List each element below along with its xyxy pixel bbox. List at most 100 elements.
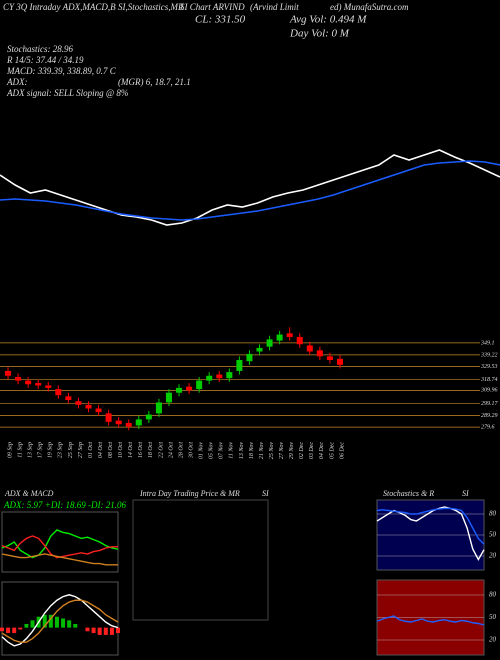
header-text: SI,Stochastics,MR — [118, 2, 184, 12]
header-text: ed) MunafaSutra.com — [330, 2, 409, 12]
y-tick-label: 309.96 — [480, 388, 498, 394]
x-tick-label: 19 Sep — [48, 442, 54, 458]
line-series — [1, 529, 119, 559]
candle-body — [206, 375, 213, 381]
x-tick-label: 25 Sep — [68, 442, 74, 458]
candle-body — [266, 339, 273, 347]
panel-border — [1, 581, 119, 656]
candle-body — [5, 370, 12, 376]
y-tick-label: 289.29 — [481, 413, 498, 419]
y-tick-label: 349.1 — [480, 339, 495, 346]
candle-body — [246, 353, 253, 362]
x-tick-label: 09 Sep — [7, 442, 13, 458]
candle-body — [176, 387, 183, 393]
candle-body — [276, 334, 283, 341]
candle-body — [75, 401, 82, 405]
histogram-bar — [42, 614, 47, 628]
line-series — [1, 553, 118, 566]
x-tick-label: 04 Oct — [97, 442, 104, 458]
candle-body — [256, 347, 263, 352]
candle-body — [226, 372, 233, 379]
x-tick-label: 27 Nov — [279, 442, 285, 460]
y-tick-label: 299.17 — [481, 401, 499, 407]
panel-title: ADX & MACD — [4, 489, 54, 498]
header-text: CY 3Q Intraday ADX,MACD,B — [3, 2, 116, 12]
macd-readout: MACD: 339.39, 338.89, 0.7 C — [6, 66, 117, 76]
x-tick-label: 21 Nov — [259, 442, 265, 460]
x-tick-label: 28 Oct — [178, 442, 184, 458]
adx-label: ADX: — [6, 77, 28, 87]
candle-body — [65, 396, 72, 400]
intraday-panel — [132, 499, 269, 621]
x-tick-label: 16 Oct — [138, 442, 144, 458]
line-series — [376, 507, 485, 545]
candle-body — [186, 386, 193, 391]
candle-body — [35, 383, 42, 386]
y-tick-label: 80 — [489, 510, 497, 518]
y-tick-label: 20 — [489, 552, 497, 560]
x-tick-label: 05 Nov — [209, 442, 215, 460]
x-tick-label: 06 Dec — [339, 442, 345, 459]
histogram-bar — [116, 627, 120, 634]
histogram-bar — [103, 627, 108, 635]
histogram-bar — [18, 627, 23, 630]
candle-body — [296, 336, 303, 345]
histogram-bar — [85, 627, 90, 632]
adx-signal: ADX signal: SELL Sloping @ 8% — [6, 88, 128, 98]
histogram-bar — [54, 616, 59, 628]
candle-body — [155, 402, 162, 414]
line-series — [1, 599, 119, 643]
candle-body — [125, 423, 132, 427]
line-series — [376, 615, 485, 626]
x-tick-label: 18 Nov — [249, 442, 255, 460]
x-tick-label: 27 Sep — [78, 442, 84, 458]
candle-body — [306, 345, 313, 352]
histogram-bar — [91, 627, 96, 634]
x-tick-label: 11 Nov — [229, 442, 235, 459]
x-tick-label: 07 Nov — [219, 442, 225, 460]
header-text: SI Chart ARVIND — [180, 2, 245, 12]
x-tick-label: 02 Dec — [299, 442, 305, 459]
avg-volume: Avg Vol: 0.494 M — [289, 14, 367, 26]
line-series — [0, 149, 500, 226]
day-volume: Day Vol: 0 M — [289, 28, 350, 40]
x-tick-label: 08 Oct — [108, 442, 114, 458]
y-tick-label: 318.74 — [480, 376, 498, 383]
histogram-bar — [12, 627, 17, 634]
x-tick-label: 11 Sep — [17, 442, 23, 458]
panel-title: Stochastics & R — [383, 489, 434, 498]
header-text: (Arvind Limit — [250, 2, 299, 12]
histogram-bar — [30, 620, 35, 628]
x-tick-label: 18 Oct — [148, 442, 154, 458]
x-tick-label: 05 Dec — [329, 442, 335, 459]
candle-body — [236, 360, 243, 371]
candle-body — [115, 420, 122, 425]
y-tick-label: 339.22 — [480, 352, 498, 358]
candle-body — [216, 374, 223, 379]
line-series — [1, 535, 118, 559]
candle-body — [95, 408, 102, 413]
y-tick-label: 50 — [489, 613, 497, 621]
candle-body — [286, 333, 293, 337]
histogram-bar — [67, 620, 72, 628]
panel-border — [1, 511, 119, 573]
y-tick-label: 329.53 — [480, 364, 498, 370]
x-tick-label: 01 Oct — [88, 442, 94, 458]
histogram-bar — [73, 623, 78, 628]
histogram-bar — [0, 627, 4, 632]
histogram-bar — [48, 614, 53, 628]
adx-readout: ADX: 5.97 +DI: 18.69 -DI: 21.06 — [3, 500, 127, 510]
histogram-bar — [109, 627, 114, 635]
histogram-bar — [24, 623, 29, 628]
y-tick-label: 279.6 — [481, 425, 495, 431]
histogram-bar — [61, 618, 66, 628]
panel-title: Intra Day Trading Price & MR — [139, 489, 240, 498]
x-tick-label: 22 Oct — [158, 442, 164, 458]
x-tick-label: 04 Dec — [318, 442, 325, 459]
y-tick-label: 80 — [489, 591, 497, 599]
histogram-bar — [6, 627, 11, 634]
rsi-readout: R 14/5: 37.44 / 34.19 — [6, 55, 84, 65]
x-tick-label: 14 Oct — [127, 442, 134, 458]
x-tick-label: 10 Oct — [118, 442, 124, 458]
